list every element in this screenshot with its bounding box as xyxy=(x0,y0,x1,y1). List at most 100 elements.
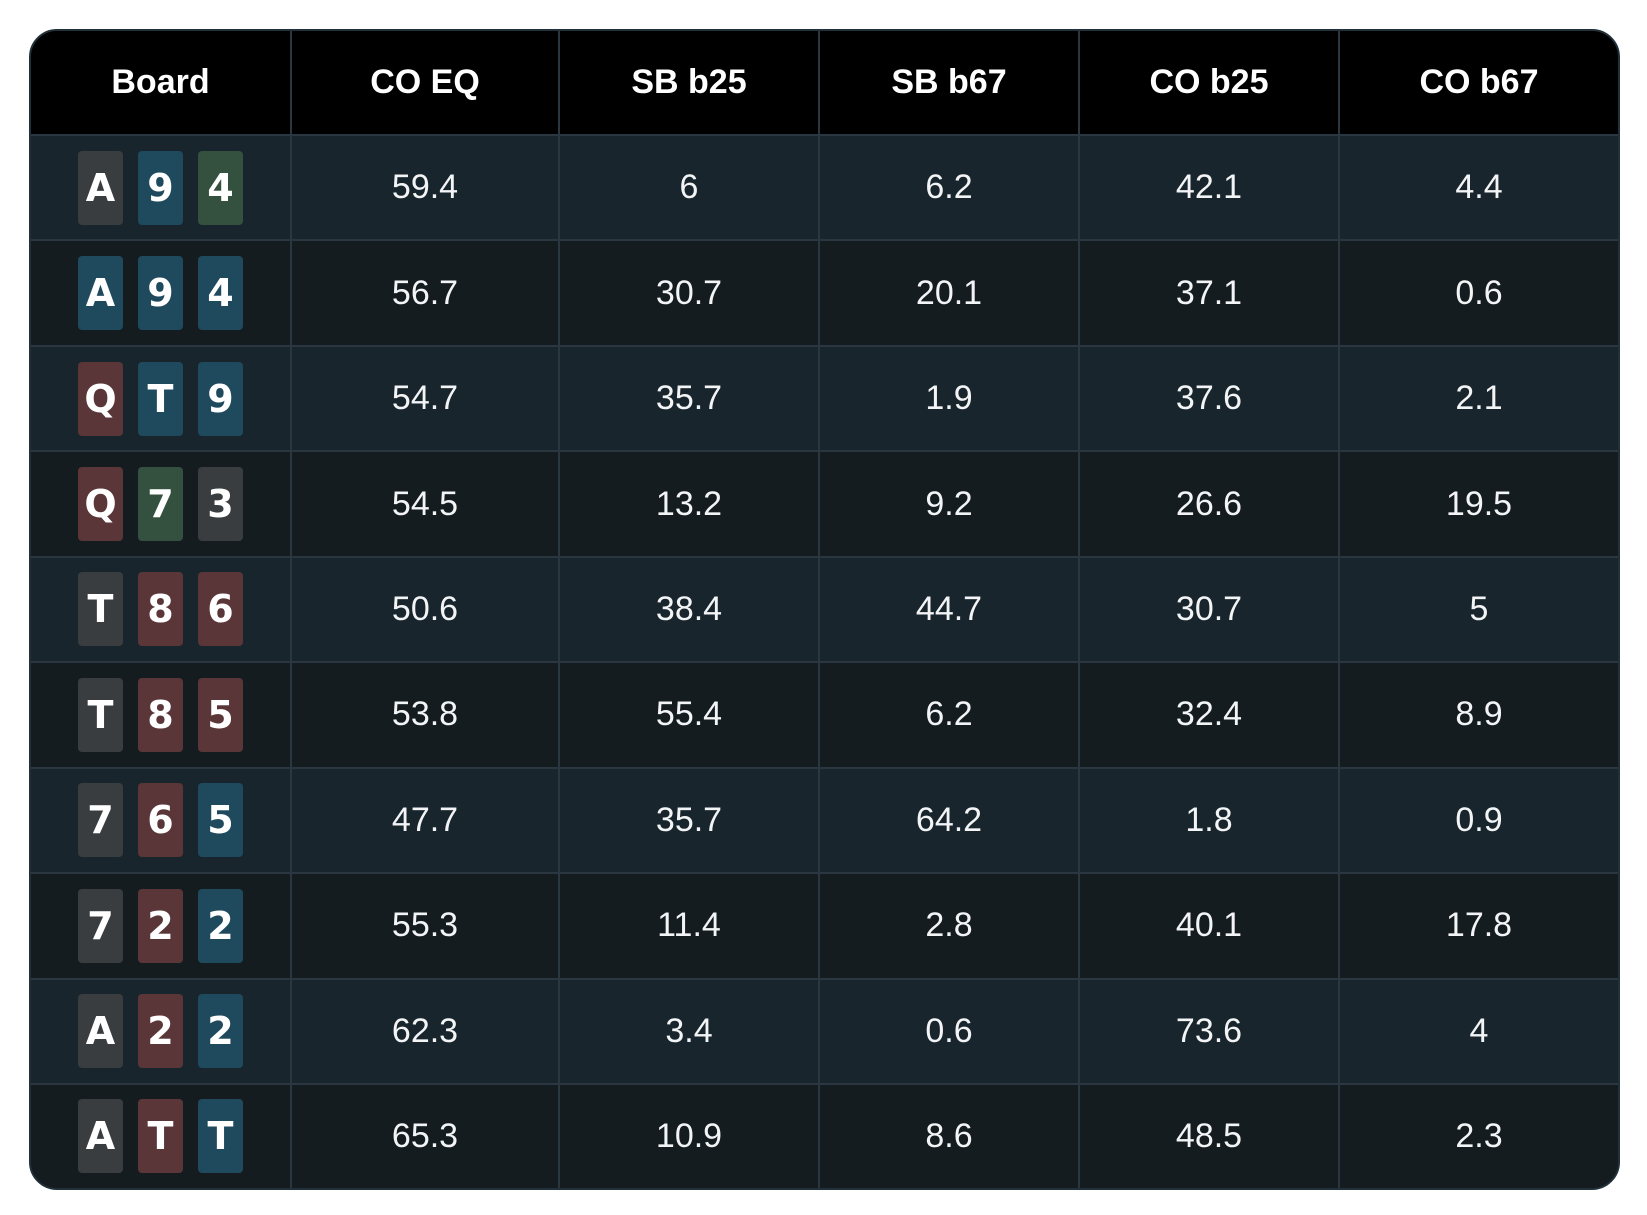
cell-sb-b25: 10.9 xyxy=(559,1083,820,1188)
playing-card: 6 xyxy=(138,783,183,858)
cell-co-b25: 42.1 xyxy=(1079,135,1340,242)
playing-card: 5 xyxy=(198,783,243,858)
cell-sb-b67: 0.6 xyxy=(819,978,1080,1085)
playing-card: 8 xyxy=(138,677,183,752)
table-row[interactable]: 7 6 5 47.7 35.7 64.2 1.8 0.9 xyxy=(31,767,1618,875)
cell-sb-b25: 13.2 xyxy=(559,451,820,558)
playing-card: 2 xyxy=(198,994,243,1069)
playing-card: A xyxy=(78,1099,123,1174)
playing-card: T xyxy=(138,361,183,436)
table-row[interactable]: T 8 5 53.8 55.4 6.2 32.4 8.9 xyxy=(31,662,1618,769)
cell-co-eq: 55.3 xyxy=(291,873,560,980)
table-row[interactable]: Q 7 3 54.5 13.2 9.2 26.6 19.5 xyxy=(31,451,1618,558)
cell-co-eq: 54.7 xyxy=(291,345,560,453)
cell-co-eq: 53.8 xyxy=(291,662,560,769)
playing-card: 7 xyxy=(138,467,183,542)
cell-sb-b25: 35.7 xyxy=(559,345,820,453)
playing-card: T xyxy=(78,572,123,647)
header-row: Board CO EQ SB b25 SB b67 CO b25 CO b67 xyxy=(31,31,1618,136)
cell-co-b25: 48.5 xyxy=(1079,1083,1340,1188)
playing-card: Q xyxy=(78,467,123,542)
cell-co-b67: 4.4 xyxy=(1339,135,1618,242)
table-row[interactable]: A T T 65.3 10.9 8.6 48.5 2.3 xyxy=(31,1083,1618,1188)
cell-sb-b25: 6 xyxy=(559,135,820,242)
cell-co-eq: 65.3 xyxy=(291,1083,560,1188)
cell-co-b25: 37.6 xyxy=(1079,345,1340,453)
column-header-sb-b25[interactable]: SB b25 xyxy=(559,31,820,136)
cell-co-eq: 56.7 xyxy=(291,240,560,347)
cell-co-b67: 2.1 xyxy=(1339,345,1618,453)
playing-card: 2 xyxy=(198,888,243,963)
cell-sb-b67: 6.2 xyxy=(819,662,1080,769)
cell-sb-b67: 20.1 xyxy=(819,240,1080,347)
column-header-co-b25[interactable]: CO b25 xyxy=(1079,31,1340,136)
table-row[interactable]: Q T 9 54.7 35.7 1.9 37.6 2.1 xyxy=(31,345,1618,453)
cell-co-b25: 32.4 xyxy=(1079,662,1340,769)
playing-card: 5 xyxy=(198,677,243,752)
column-header-sb-b67[interactable]: SB b67 xyxy=(819,31,1080,136)
cell-co-b25: 73.6 xyxy=(1079,978,1340,1085)
playing-card: 4 xyxy=(198,256,243,331)
cell-sb-b67: 2.8 xyxy=(819,873,1080,980)
table-row[interactable]: A 2 2 62.3 3.4 0.6 73.6 4 xyxy=(31,978,1618,1085)
table-body: A 9 4 59.4 6 6.2 42.1 4.4 A 9 4 56.7 30.7 20.1 37.1 0.6… xyxy=(31,135,1618,1188)
playing-card: 7 xyxy=(78,783,123,858)
cell-co-eq: 47.7 xyxy=(291,767,560,875)
cell-co-b67: 17.8 xyxy=(1339,873,1618,980)
playing-card: Q xyxy=(78,361,123,436)
cell-co-b67: 5 xyxy=(1339,556,1618,664)
cell-co-b25: 37.1 xyxy=(1079,240,1340,347)
playing-card: 9 xyxy=(138,256,183,331)
cell-co-b67: 0.9 xyxy=(1339,767,1618,875)
cell-sb-b25: 11.4 xyxy=(559,873,820,980)
cell-co-b67: 8.9 xyxy=(1339,662,1618,769)
table-row[interactable]: T 8 6 50.6 38.4 44.7 30.7 5 xyxy=(31,556,1618,664)
playing-card: 8 xyxy=(138,572,183,647)
cell-sb-b25: 30.7 xyxy=(559,240,820,347)
column-header-co-eq[interactable]: CO EQ xyxy=(291,31,560,136)
table-header: Board CO EQ SB b25 SB b67 CO b25 CO b67 xyxy=(31,31,1618,136)
playing-card: 2 xyxy=(138,994,183,1069)
table-row[interactable]: 7 2 2 55.3 11.4 2.8 40.1 17.8 xyxy=(31,873,1618,980)
cell-sb-b25: 55.4 xyxy=(559,662,820,769)
playing-card: 7 xyxy=(78,888,123,963)
cell-co-b25: 26.6 xyxy=(1079,451,1340,558)
playing-card: 3 xyxy=(198,467,243,542)
column-header-board[interactable]: Board xyxy=(31,31,292,136)
playing-card: 6 xyxy=(198,572,243,647)
cell-sb-b67: 6.2 xyxy=(819,135,1080,242)
column-header-co-b67[interactable]: CO b67 xyxy=(1339,31,1618,136)
cell-co-b67: 4 xyxy=(1339,978,1618,1085)
playing-card: A xyxy=(78,256,123,331)
cell-co-b67: 2.3 xyxy=(1339,1083,1618,1188)
table-row[interactable]: A 9 4 56.7 30.7 20.1 37.1 0.6 xyxy=(31,240,1618,347)
playing-card: 2 xyxy=(138,888,183,963)
cell-sb-b67: 44.7 xyxy=(819,556,1080,664)
cell-sb-b67: 1.9 xyxy=(819,345,1080,453)
playing-card: 4 xyxy=(198,150,243,225)
table-row[interactable]: A 9 4 59.4 6 6.2 42.1 4.4 xyxy=(31,135,1618,242)
playing-card: A xyxy=(78,994,123,1069)
board-stats-table: Board CO EQ SB b25 SB b67 CO b25 CO b67 … xyxy=(29,29,1620,1190)
cell-sb-b67: 9.2 xyxy=(819,451,1080,558)
cell-sb-b25: 35.7 xyxy=(559,767,820,875)
cell-sb-b25: 3.4 xyxy=(559,978,820,1085)
